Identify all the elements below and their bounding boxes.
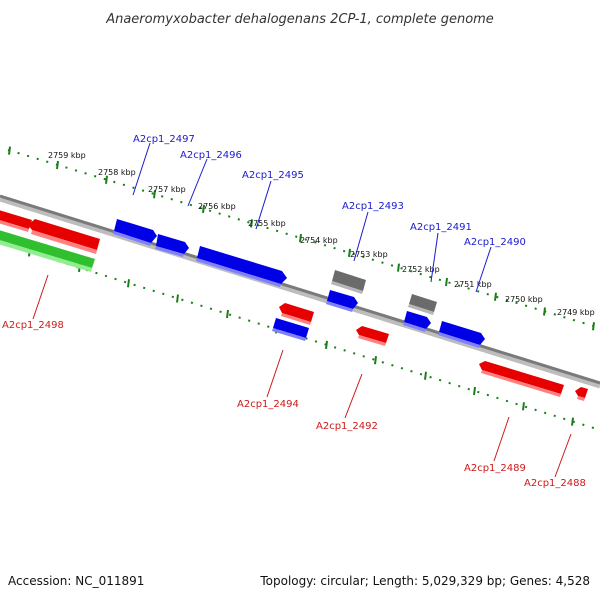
genome-backbone bbox=[0, 194, 600, 385]
gene-label-a2cp1_2497[interactable]: A2cp1_2497 bbox=[133, 134, 195, 145]
leader-line bbox=[493, 416, 510, 462]
major-tick-top bbox=[543, 307, 546, 316]
major-tick-top bbox=[250, 219, 253, 228]
gene-label-leaders bbox=[32, 142, 572, 478]
major-tick-top bbox=[397, 263, 400, 272]
gene-label-a2cp1_2498[interactable]: A2cp1_2498 bbox=[2, 320, 64, 331]
gene-arrow-forward[interactable] bbox=[403, 311, 431, 332]
leader-line bbox=[554, 433, 572, 478]
gene-label-a2cp1_2495[interactable]: A2cp1_2495 bbox=[242, 170, 304, 181]
leader-line bbox=[475, 246, 492, 293]
leader-line bbox=[32, 274, 49, 320]
leader-line bbox=[187, 158, 208, 207]
tick-label: 2754 kbp bbox=[300, 236, 338, 245]
gene-arrow-other[interactable] bbox=[408, 294, 437, 315]
tick-label: 2757 kbp bbox=[148, 185, 186, 194]
major-tick-top bbox=[592, 322, 595, 331]
major-tick-bottom bbox=[226, 309, 229, 319]
tick-label: 2752 kbp bbox=[402, 265, 440, 274]
gene-arrow-rna[interactable] bbox=[0, 228, 95, 272]
tick-label: 2756 kbp bbox=[198, 202, 236, 211]
gene-arrow-forward[interactable] bbox=[155, 234, 189, 257]
gene-arrow-forward[interactable] bbox=[326, 290, 358, 312]
gene-label-a2cp1_2488[interactable]: A2cp1_2488 bbox=[524, 478, 586, 489]
leader-line bbox=[255, 180, 272, 230]
tick-label: 2759 kbp bbox=[48, 151, 86, 160]
map-title: Anaeromyxobacter dehalogenans 2CP-1, com… bbox=[105, 12, 494, 27]
major-tick-bottom bbox=[325, 340, 328, 350]
gene-arrow-reverse[interactable] bbox=[356, 326, 389, 346]
genome-summary-text: Topology: circular; Length: 5,029,329 bp… bbox=[259, 574, 590, 588]
major-tick-top bbox=[299, 233, 302, 243]
major-tick-top bbox=[8, 146, 11, 155]
major-tick-top bbox=[494, 292, 497, 301]
gene-label-a2cp1_2496[interactable]: A2cp1_2496 bbox=[180, 150, 242, 161]
gene-arrow-reverse[interactable] bbox=[0, 208, 32, 232]
gene-arrow-forward[interactable] bbox=[438, 321, 485, 348]
tick-label: 2758 kbp bbox=[98, 168, 136, 177]
gene-label-a2cp1_2490[interactable]: A2cp1_2490 bbox=[464, 237, 526, 248]
leader-line bbox=[430, 232, 439, 283]
major-tick-top bbox=[348, 248, 351, 257]
tick-label: 2751 kbp bbox=[454, 280, 492, 289]
scale-axes bbox=[0, 149, 600, 431]
tick-label: 2750 kbp bbox=[505, 295, 543, 304]
gene-label-a2cp1_2494[interactable]: A2cp1_2494 bbox=[237, 399, 299, 410]
tick-label: 2755 kbp bbox=[248, 219, 286, 228]
accession-text: Accession: NC_011891 bbox=[8, 574, 144, 588]
major-tick-bottom bbox=[176, 294, 179, 303]
major-tick-bottom bbox=[127, 279, 130, 288]
major-tick-top bbox=[56, 160, 59, 170]
gene-arrow-forward[interactable] bbox=[196, 246, 287, 287]
gene-label-a2cp1_2493[interactable]: A2cp1_2493 bbox=[342, 201, 404, 212]
major-ticks bbox=[8, 146, 595, 426]
gene-arrow-other[interactable] bbox=[331, 270, 366, 294]
major-tick-bottom bbox=[473, 386, 476, 396]
tick-labels: 2759 kbp 2758 kbp 2757 kbp 2756 kbp 2755 kbp… bbox=[48, 151, 595, 317]
tick-label: 2749 kbp bbox=[557, 308, 595, 317]
gene-arrow-reverse[interactable] bbox=[28, 219, 100, 254]
genome-backbone-shadow bbox=[0, 196, 600, 389]
gene-arrow-forward[interactable] bbox=[272, 318, 309, 341]
gene-label-a2cp1_2489[interactable]: A2cp1_2489 bbox=[464, 463, 526, 474]
leader-line bbox=[344, 373, 363, 419]
major-tick-top bbox=[445, 277, 448, 287]
major-tick-bottom bbox=[571, 417, 574, 426]
major-tick-top bbox=[153, 190, 156, 199]
gene-arrow-reverse[interactable] bbox=[575, 387, 588, 401]
gene-label-a2cp1_2492[interactable]: A2cp1_2492 bbox=[316, 421, 378, 432]
major-tick-top bbox=[105, 175, 108, 184]
gene-arrow-forward[interactable] bbox=[113, 219, 157, 246]
major-tick-bottom bbox=[374, 356, 377, 365]
major-tick-top bbox=[202, 204, 205, 214]
major-tick-bottom bbox=[522, 402, 525, 411]
gene-label-a2cp1_2491[interactable]: A2cp1_2491 bbox=[410, 222, 472, 233]
gene-features bbox=[0, 208, 588, 401]
tick-label: 2753 kbp bbox=[350, 250, 388, 259]
gene-arrow-reverse[interactable] bbox=[479, 361, 564, 397]
leader-line bbox=[266, 349, 284, 398]
gene-arrow-reverse[interactable] bbox=[279, 303, 314, 325]
leader-line bbox=[353, 211, 369, 262]
leader-line bbox=[132, 142, 151, 196]
major-tick-bottom bbox=[424, 371, 427, 380]
